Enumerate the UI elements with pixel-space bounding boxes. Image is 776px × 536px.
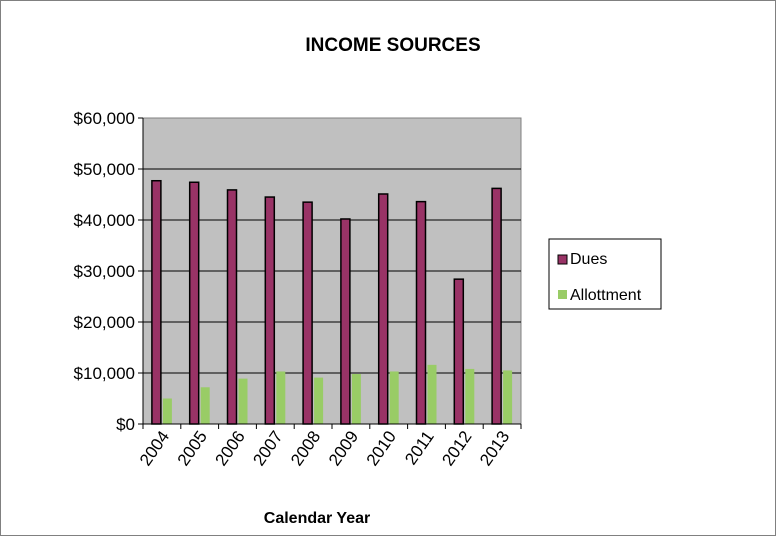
bar-allottment-2004 <box>162 398 172 424</box>
y-tick-label: $40,000 <box>74 211 135 230</box>
legend-label-allottment: Allottment <box>570 287 642 304</box>
bar-dues-2005 <box>188 181 200 425</box>
legend-box <box>548 238 662 310</box>
bar-allottment-2011 <box>427 364 437 424</box>
bar-dues-2008 <box>302 201 313 425</box>
bar-allottment-2012 <box>465 368 475 424</box>
bar-dues-2012 <box>453 278 465 425</box>
y-tick-label: $20,000 <box>74 313 135 332</box>
legend-swatch-dues <box>557 254 568 265</box>
bar-dues-2007 <box>264 196 276 425</box>
bar-dues-2004 <box>151 179 162 425</box>
y-tick-label: $10,000 <box>74 364 135 383</box>
bar-allottment-2009 <box>351 374 361 424</box>
bar-allottment-2006 <box>238 378 248 424</box>
y-tick-label: $0 <box>116 415 135 434</box>
legend-swatch-allottment <box>558 290 567 299</box>
bar-allottment-2005 <box>200 387 210 424</box>
legend: Dues Allottment <box>548 238 662 310</box>
bar-allottment-2007 <box>276 371 286 424</box>
gridlines <box>143 168 521 374</box>
bar-dues-2013 <box>491 187 502 425</box>
bar-allottment-2010 <box>389 371 399 424</box>
y-axis: $0 $10,000 $20,000 $30,000 $40,000 $50,000 $60… <box>74 109 144 434</box>
bar-dues-2011 <box>415 200 427 425</box>
bar-allottment-2008 <box>314 377 324 424</box>
bar-dues-2010 <box>377 193 389 425</box>
y-tick-label: $30,000 <box>74 262 135 281</box>
bar-allottment-2013 <box>503 370 513 424</box>
x-axis-label: Calendar Year <box>264 510 370 527</box>
chart-title: INCOME SOURCES <box>305 35 480 56</box>
y-tick-label: $60,000 <box>74 109 135 128</box>
legend-label-dues: Dues <box>570 251 607 268</box>
bar-dues-2006 <box>226 189 238 425</box>
bar-dues-2009 <box>340 218 351 425</box>
y-tick-label: $50,000 <box>74 160 135 179</box>
